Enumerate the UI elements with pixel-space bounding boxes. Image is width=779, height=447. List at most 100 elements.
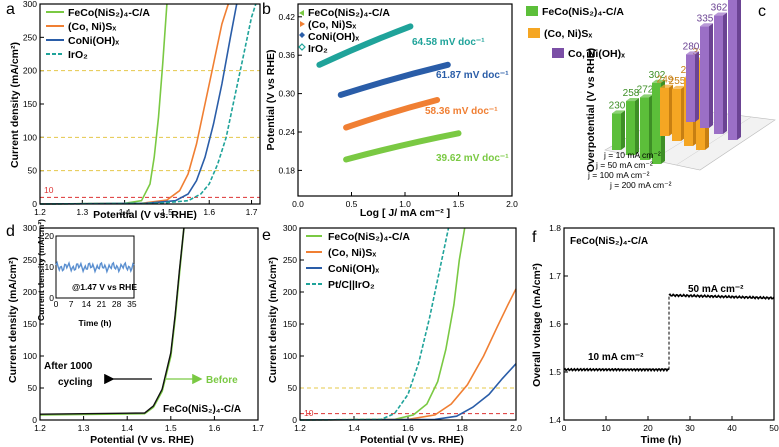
bar-2-2 bbox=[714, 15, 723, 135]
panel-b-slope-2: 58.36 mV doc⁻¹ bbox=[425, 106, 498, 117]
panel-d: d Current density (mA/cm²) Potential (V … bbox=[6, 219, 264, 446]
panel-c-row-0: j = 10 mA cm⁻² bbox=[603, 150, 661, 160]
y-tick-label: 150 bbox=[23, 319, 37, 329]
x-tick-label: 1.5 bbox=[161, 207, 173, 217]
x-tick-label: 1.6 bbox=[203, 207, 215, 217]
bar-value-label: 362 bbox=[711, 3, 728, 14]
panel-b-slope-1: 61.87 mV doc⁻¹ bbox=[436, 70, 509, 81]
x-tick-label: 1.4 bbox=[119, 207, 131, 217]
y-tick-label: 300 bbox=[23, 223, 37, 233]
tafel-line-1 bbox=[337, 61, 451, 98]
y-tick-label: 0.42 bbox=[278, 12, 295, 22]
x-tick-label: 1.3 bbox=[76, 207, 88, 217]
y-tick-label: 300 bbox=[23, 0, 37, 9]
y-tick-label: 100 bbox=[23, 132, 37, 142]
inset-xlabel: Time (h) bbox=[79, 318, 112, 328]
y-tick-label: 250 bbox=[23, 32, 37, 42]
panel-e-curves bbox=[299, 227, 517, 421]
bar-value-label: 280 bbox=[683, 41, 700, 52]
bar-top-2-2 bbox=[714, 12, 727, 16]
x-tick-label: 2.0 bbox=[506, 199, 518, 209]
inset-y-tick: 10 bbox=[45, 262, 55, 272]
y-tick-label: 200 bbox=[23, 66, 37, 76]
bar-top-0-3 bbox=[652, 79, 665, 83]
legend-c-swatch-0 bbox=[526, 6, 538, 16]
bar-value-label: 302 bbox=[649, 70, 666, 81]
panel-a-xlabel: Potential (V vs. RHE) bbox=[93, 209, 197, 221]
bar-top-2-1 bbox=[700, 23, 713, 27]
before-label: Before bbox=[206, 375, 238, 386]
panel-f-ylabel: Overall voltage (mA/cm²) bbox=[531, 263, 543, 387]
panel-d-sample-label: FeCo(NiS₂)₄-C/A bbox=[163, 404, 241, 415]
bar-side-0-1 bbox=[635, 98, 639, 155]
panel-d-curves bbox=[39, 227, 185, 416]
panel-d-ylabel: Current density (mA/cm²) bbox=[7, 257, 19, 383]
x-tick-label: 0.5 bbox=[346, 199, 358, 209]
bar-side-2-0 bbox=[695, 51, 699, 122]
curve-a-1 bbox=[39, 3, 230, 205]
bar-top-1-1 bbox=[672, 85, 685, 89]
legend-b-marker-2 bbox=[299, 32, 305, 38]
panel-c-label: c bbox=[758, 3, 766, 20]
bar-value-label: 258 bbox=[623, 88, 640, 99]
panel-e-frame bbox=[299, 227, 517, 421]
x-tick-label: 1.0 bbox=[399, 199, 411, 209]
panel-a-ref-label: 10 bbox=[44, 185, 54, 195]
x-tick-label: 20 bbox=[643, 423, 653, 433]
panel-f-ticks: 0 10 20 30 40 50 1.4 1.5 1.6 1.7 1.8 bbox=[549, 223, 779, 433]
x-tick-label: 1.7 bbox=[252, 423, 264, 433]
inset-x-tick: 28 bbox=[112, 299, 122, 309]
legend-c-swatch-1 bbox=[528, 28, 540, 38]
bar-top-0-0 bbox=[612, 110, 625, 114]
x-tick-label: 0.0 bbox=[292, 199, 304, 209]
x-tick-label: 1.6 bbox=[208, 423, 220, 433]
y-tick-label: 150 bbox=[23, 99, 37, 109]
legend-b-0: FeCo(NiS₂)₄-C/A bbox=[308, 7, 390, 19]
bar-side-2-2 bbox=[723, 12, 727, 135]
x-tick-label: 1.2 bbox=[34, 207, 46, 217]
panel-f-frame bbox=[563, 227, 775, 421]
inset-y-tick: 0 bbox=[49, 293, 54, 303]
y-tick-label: 0.36 bbox=[278, 50, 295, 60]
panel-b-ylabel: Potential (V vs RHE) bbox=[265, 50, 277, 151]
legend-c-2: Co, Ni(OH)ₓ bbox=[568, 48, 625, 60]
y-tick-label: 1.7 bbox=[549, 271, 561, 281]
curve-a-3 bbox=[39, 3, 257, 205]
y-tick-label: 100 bbox=[283, 351, 297, 361]
panel-b-ticks: 0.0 0.5 1.0 1.5 2.0 0.18 0.24 0.30 0.36 0.42 bbox=[278, 12, 518, 209]
panel-d-xlabel: Potential (V vs. RHE) bbox=[90, 434, 194, 446]
bar-top-1-0 bbox=[660, 84, 673, 88]
legend-b-marker-0 bbox=[299, 10, 304, 16]
panel-f-step-label-1: 50 mA cm⁻² bbox=[688, 284, 744, 295]
voltage-segment-50 bbox=[668, 293, 775, 301]
panel-e-label: e bbox=[262, 227, 271, 244]
after-label-line2: cycling bbox=[58, 377, 92, 388]
after-label-line1: After 1000 bbox=[44, 361, 93, 372]
y-tick-label: 0 bbox=[292, 415, 297, 425]
curve-e-1 bbox=[299, 288, 517, 421]
y-tick-label: 100 bbox=[23, 351, 37, 361]
y-tick-label: 0 bbox=[32, 415, 37, 425]
panel-f-sample-label: FeCo(NiS₂)₄-C/A bbox=[570, 236, 648, 247]
legend-b-marker-1 bbox=[300, 21, 305, 27]
panel-b-legend: FeCo(NiS₂)₄-C/A (Co, Ni)Sₓ CoNi(OH)ₓ IrO… bbox=[298, 7, 390, 55]
panel-c-legend: FeCo(NiS₂)₄-C/A (Co, Ni)Sₓ Co, Ni(OH)ₓ bbox=[526, 6, 625, 60]
x-tick-label: 2.0 bbox=[510, 423, 522, 433]
panel-b-label: b bbox=[262, 1, 271, 18]
panel-b-xlabel: Log [ J/ mA cm⁻² ] bbox=[360, 207, 450, 219]
y-tick-label: 150 bbox=[283, 319, 297, 329]
bar-1-0 bbox=[660, 87, 669, 136]
panel-a: a Current density (mA/cm²) Potential (V … bbox=[6, 0, 261, 221]
bar-2-1 bbox=[700, 26, 709, 128]
x-tick-label: 10 bbox=[601, 423, 611, 433]
inset-x-tick: 7 bbox=[69, 299, 74, 309]
panel-c: c Overpotential (V vs RHE) 2302582723022… bbox=[526, 0, 776, 190]
panel-c-bars: 230258272302249255281316280335362407 bbox=[609, 0, 741, 164]
x-tick-label: 1.4 bbox=[121, 423, 133, 433]
x-tick-label: 1.5 bbox=[165, 423, 177, 433]
bar-0-1 bbox=[626, 101, 635, 155]
y-tick-label: 1.4 bbox=[549, 415, 561, 425]
